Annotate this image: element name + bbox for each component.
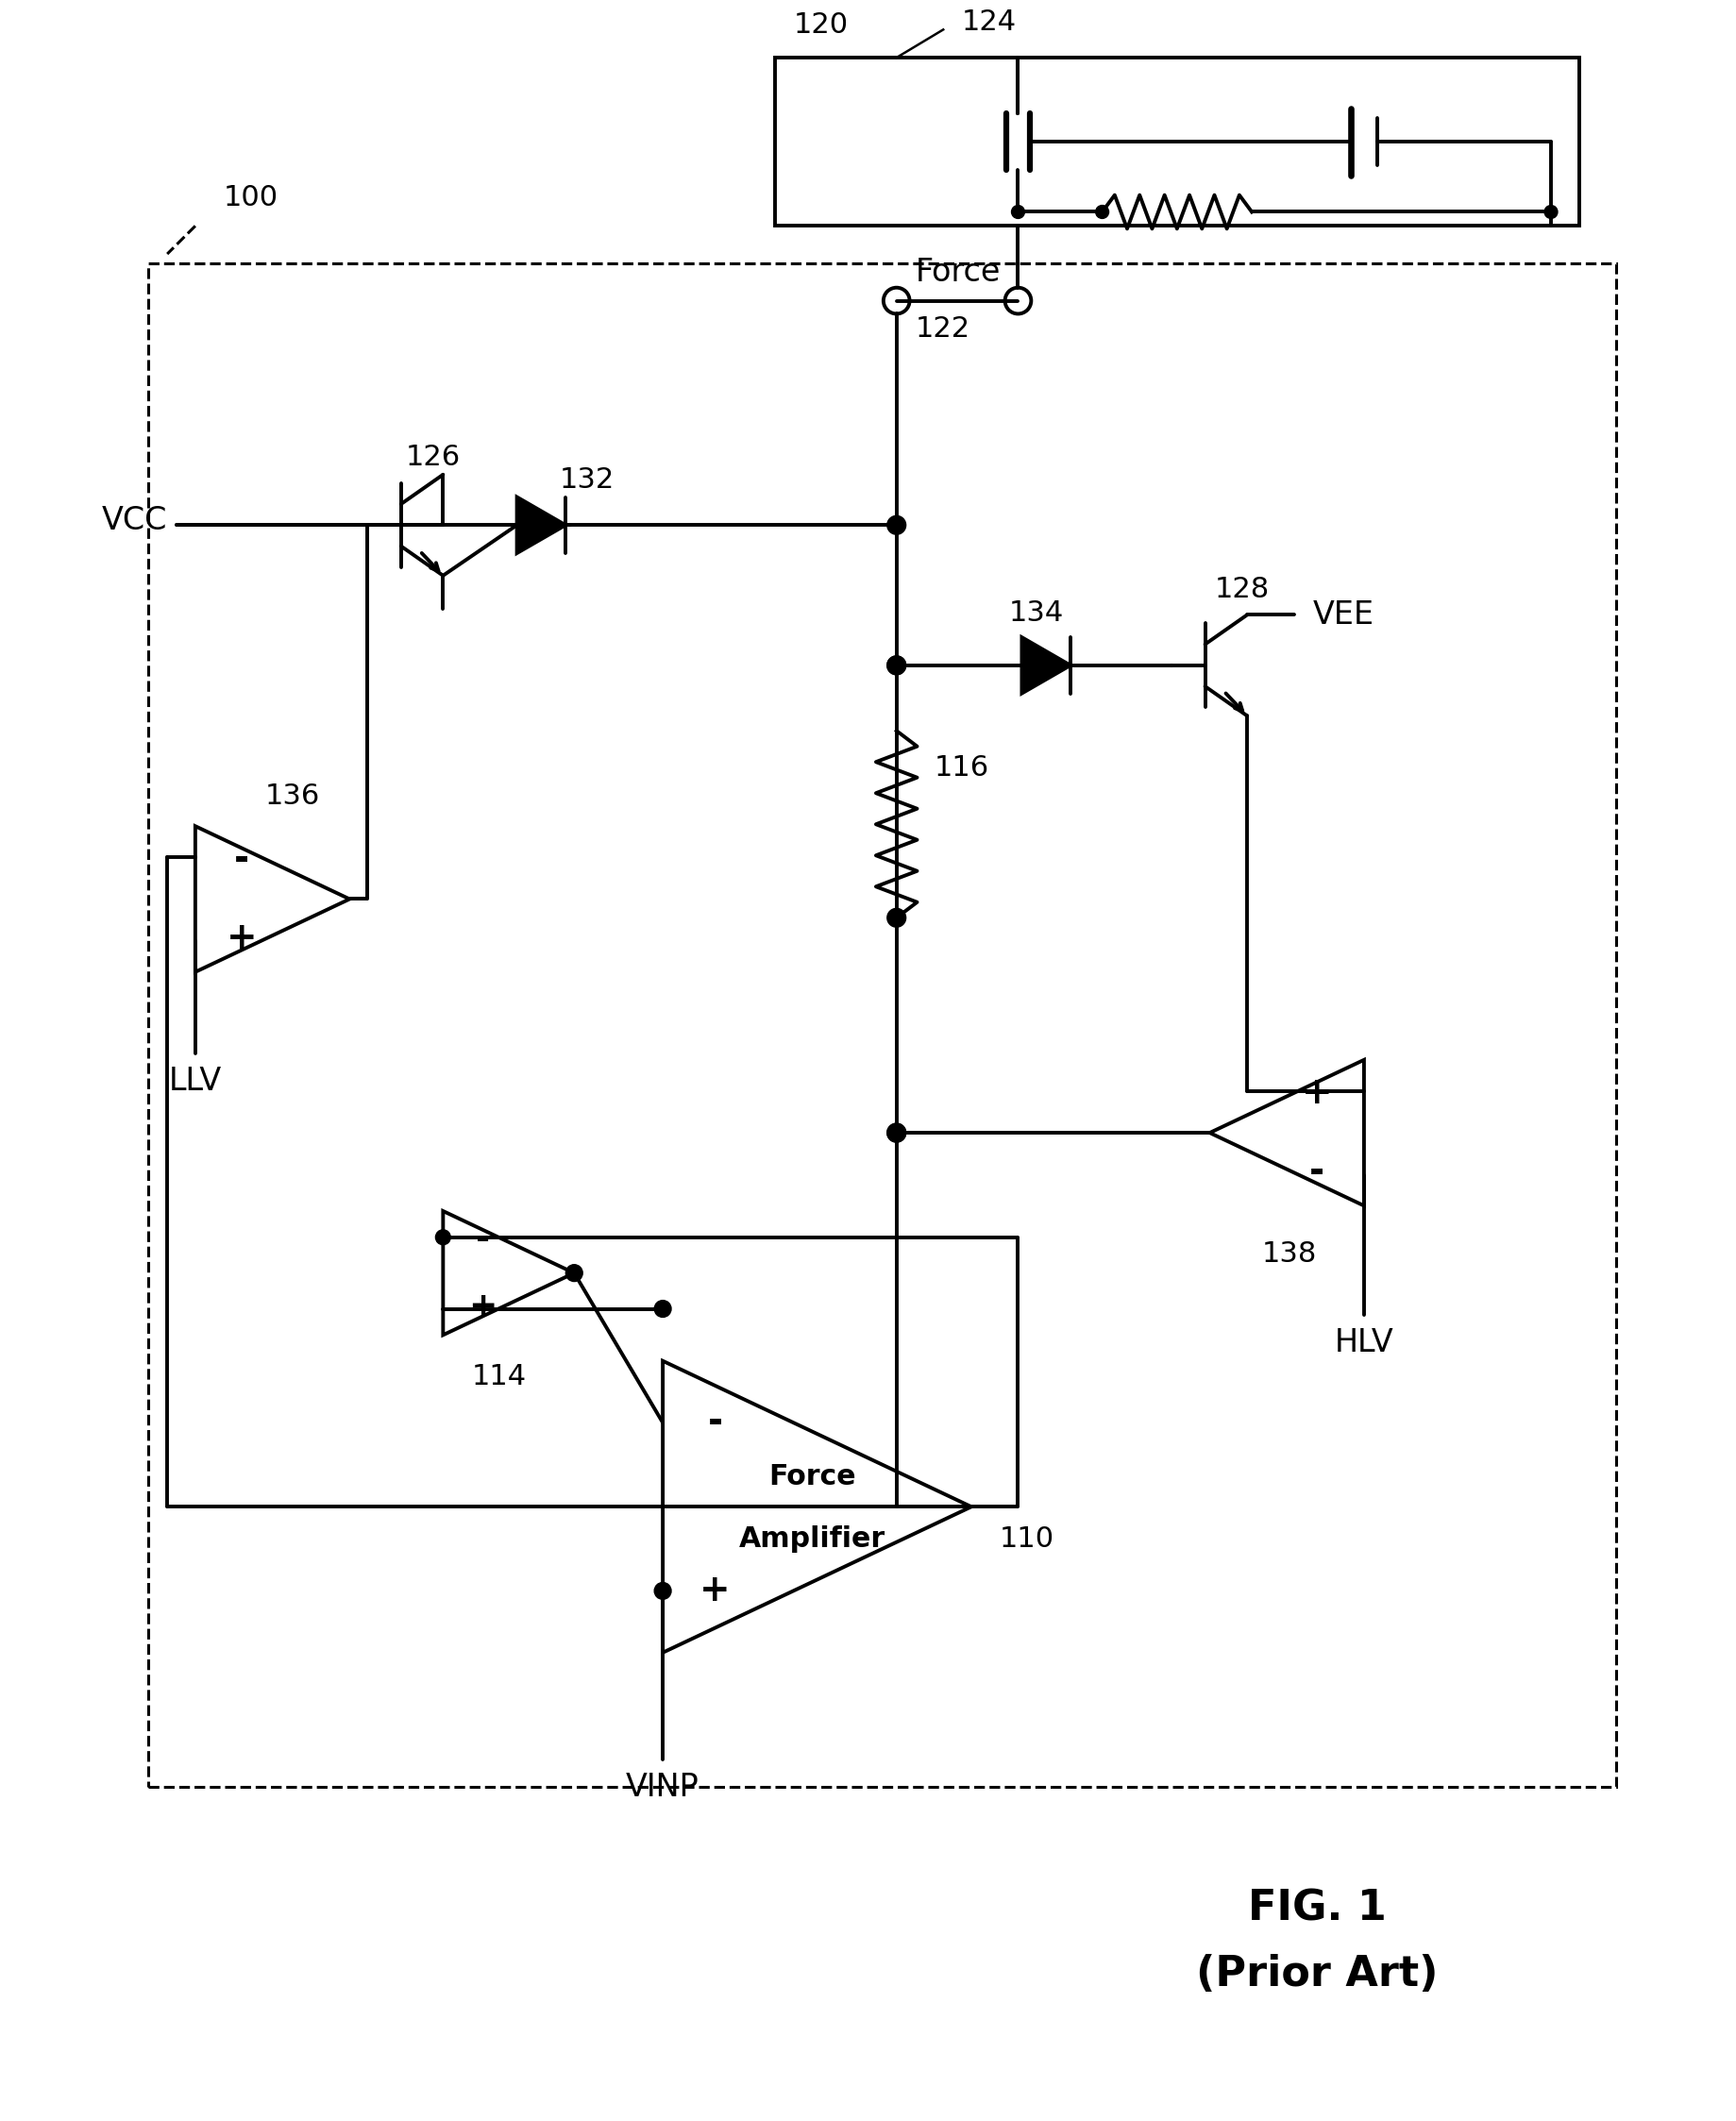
Circle shape — [887, 655, 906, 674]
Text: 100: 100 — [224, 185, 278, 212]
Text: 116: 116 — [934, 755, 988, 783]
Text: 124: 124 — [962, 8, 1016, 36]
Polygon shape — [1021, 636, 1069, 694]
Text: +: + — [1302, 1075, 1332, 1111]
Circle shape — [887, 908, 906, 927]
Circle shape — [887, 1124, 906, 1141]
Text: FIG. 1: FIG. 1 — [1246, 1888, 1385, 1930]
Text: 128: 128 — [1213, 577, 1269, 602]
Text: +: + — [700, 1574, 731, 1610]
Circle shape — [887, 655, 906, 674]
Circle shape — [1010, 206, 1024, 218]
Circle shape — [566, 1264, 582, 1281]
Text: 138: 138 — [1260, 1241, 1316, 1268]
Polygon shape — [517, 496, 566, 554]
Text: -: - — [234, 842, 250, 878]
Circle shape — [887, 1124, 906, 1141]
Text: VCC: VCC — [102, 505, 167, 537]
Circle shape — [654, 1582, 670, 1599]
Text: 132: 132 — [559, 467, 615, 494]
Text: VINP: VINP — [625, 1771, 700, 1803]
Text: +: + — [469, 1290, 496, 1324]
Text: Force: Force — [769, 1463, 856, 1491]
Text: Amplifier: Amplifier — [740, 1525, 885, 1553]
Text: HLV: HLV — [1333, 1328, 1392, 1360]
Circle shape — [887, 515, 906, 534]
Text: 134: 134 — [1009, 600, 1064, 626]
Text: 120: 120 — [793, 11, 849, 38]
Text: -: - — [476, 1224, 490, 1256]
Text: -: - — [1309, 1154, 1325, 1190]
Text: 122: 122 — [915, 316, 970, 341]
Circle shape — [1095, 206, 1108, 218]
Text: LLV: LLV — [168, 1065, 222, 1097]
Circle shape — [654, 1300, 670, 1317]
Text: 136: 136 — [266, 783, 319, 810]
Text: (Prior Art): (Prior Art) — [1196, 1953, 1437, 1994]
Text: -: - — [707, 1404, 722, 1440]
Text: 114: 114 — [470, 1362, 526, 1389]
Text: +: + — [226, 921, 257, 957]
Text: 110: 110 — [998, 1525, 1054, 1553]
Text: Force: Force — [915, 257, 1000, 288]
Text: 126: 126 — [406, 443, 460, 471]
Circle shape — [1543, 206, 1557, 218]
Circle shape — [436, 1230, 450, 1245]
Text: VEE: VEE — [1312, 600, 1373, 630]
